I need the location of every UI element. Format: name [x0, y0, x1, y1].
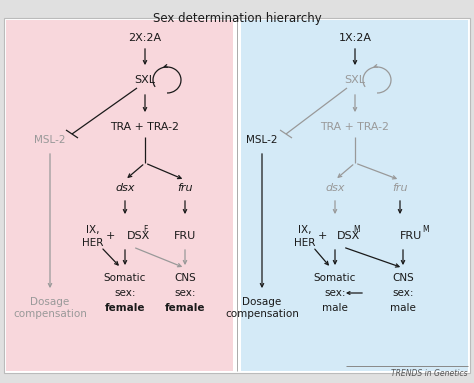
- Text: sex:: sex:: [174, 288, 196, 298]
- Text: MSL-2: MSL-2: [246, 135, 278, 145]
- Text: dsx: dsx: [325, 183, 345, 193]
- Text: 2X:2A: 2X:2A: [128, 33, 162, 43]
- Text: 1X:2A: 1X:2A: [338, 33, 372, 43]
- Text: fru: fru: [392, 183, 408, 193]
- Text: FRU: FRU: [400, 231, 422, 241]
- Text: DSX: DSX: [337, 231, 360, 241]
- Text: CNS: CNS: [174, 273, 196, 283]
- Text: TRA + TRA-2: TRA + TRA-2: [320, 122, 390, 132]
- Text: Sex determination hierarchy: Sex determination hierarchy: [153, 12, 321, 25]
- Text: +: +: [105, 231, 115, 241]
- Text: DSX: DSX: [127, 231, 150, 241]
- Text: female: female: [165, 303, 205, 313]
- Text: compensation: compensation: [13, 309, 87, 319]
- Text: MSL-2: MSL-2: [34, 135, 66, 145]
- Text: sex:: sex:: [324, 288, 346, 298]
- Text: TRA + TRA-2: TRA + TRA-2: [110, 122, 180, 132]
- Text: SXL: SXL: [135, 75, 155, 85]
- Text: Somatic: Somatic: [314, 273, 356, 283]
- Text: Somatic: Somatic: [104, 273, 146, 283]
- Text: M: M: [422, 224, 428, 234]
- Text: HER: HER: [294, 238, 316, 248]
- Text: Dosage: Dosage: [242, 297, 282, 307]
- Text: TRENDS in Genetics: TRENDS in Genetics: [392, 370, 468, 378]
- Text: IX,: IX,: [298, 225, 312, 235]
- Text: +: +: [317, 231, 327, 241]
- Text: dsx: dsx: [115, 183, 135, 193]
- Text: male: male: [390, 303, 416, 313]
- Text: sex:: sex:: [114, 288, 136, 298]
- Text: IX,: IX,: [86, 225, 100, 235]
- Text: compensation: compensation: [225, 309, 299, 319]
- Bar: [6, 20, 233, 371]
- Text: SXL: SXL: [345, 75, 365, 85]
- Bar: [241, 20, 468, 371]
- Text: CNS: CNS: [392, 273, 414, 283]
- Text: HER: HER: [82, 238, 104, 248]
- Text: fru: fru: [177, 183, 193, 193]
- Text: sex:: sex:: [392, 288, 414, 298]
- Text: male: male: [322, 303, 348, 313]
- Text: F: F: [143, 224, 147, 234]
- Text: female: female: [105, 303, 145, 313]
- Text: FRU: FRU: [174, 231, 196, 241]
- Text: M: M: [353, 224, 360, 234]
- Text: Dosage: Dosage: [30, 297, 70, 307]
